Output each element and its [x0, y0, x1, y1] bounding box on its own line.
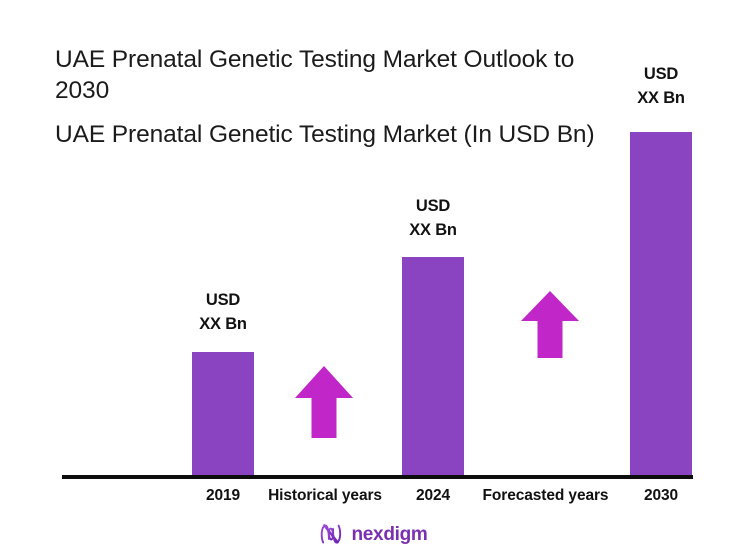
bar-label-2024-line2: XX Bn: [409, 221, 457, 239]
bar-label-2024-line1: USD: [415, 197, 451, 215]
x-axis-line: [62, 475, 693, 479]
bar-label-2030: USD XX Bn: [602, 62, 720, 110]
brand-name: nexdigm: [351, 523, 428, 545]
bar-2019: [192, 352, 254, 477]
bar-2024: [402, 257, 464, 477]
x-axis-label-2019: 2019: [205, 487, 241, 504]
chart-subtitle: UAE Prenatal Genetic Testing Market (In …: [55, 121, 595, 148]
x-axis-label-2030: 2030: [643, 487, 679, 504]
bar-label-2030-line1: USD: [643, 65, 679, 83]
growth-arrow-forecasted-icon: [521, 291, 579, 358]
bar-label-2019-line1: USD: [205, 291, 241, 309]
x-axis-label-historical-years: Historical years: [268, 487, 382, 504]
bar-label-2019: USD XX Bn: [164, 288, 282, 336]
x-axis-label-forecasted-years: Forecasted years: [482, 487, 609, 504]
growth-arrow-historical-icon: [295, 366, 353, 438]
x-axis-label-2024: 2024: [415, 487, 451, 504]
brand-logo: nexdigm: [0, 521, 746, 547]
chart-title: UAE Prenatal Genetic Testing Market Outl…: [55, 46, 575, 104]
bar-2030: [630, 132, 692, 477]
bar-label-2030-line2: XX Bn: [637, 89, 685, 107]
bar-label-2024: USD XX Bn: [374, 194, 492, 242]
bar-label-2019-line2: XX Bn: [199, 315, 247, 333]
chart-title-block: UAE Prenatal Genetic Testing Market Outl…: [55, 44, 630, 150]
nexdigm-wave-n-icon: [318, 521, 344, 547]
